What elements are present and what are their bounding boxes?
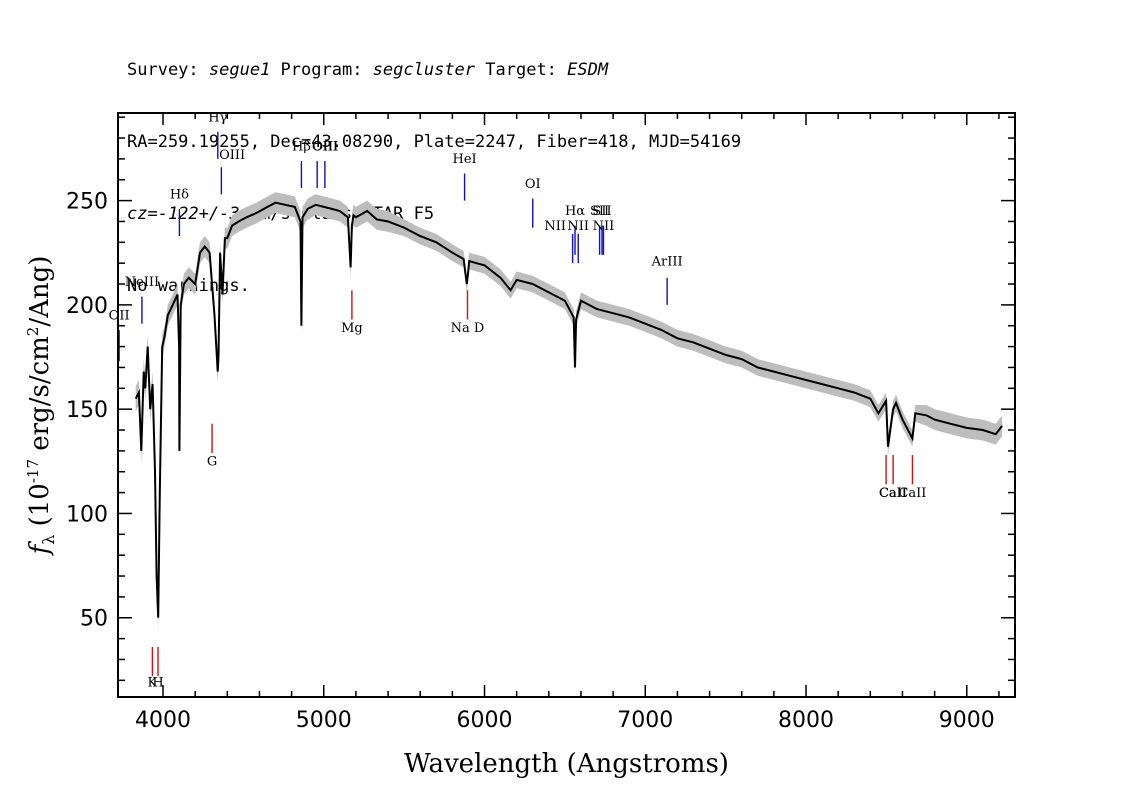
survey-value: segue1 (208, 60, 271, 80)
flux-line (134, 201, 1003, 618)
emission-line-label: Hδ (170, 188, 189, 203)
emission-line-label: OIII (312, 140, 338, 155)
plot-frame (117, 112, 1016, 698)
emission-line-label: SII (592, 204, 611, 219)
absorption-line-label: H (152, 676, 163, 691)
x-tick-label: 5000 (296, 708, 352, 733)
y-tick-label: 150 (66, 398, 108, 423)
emission-line-label: SII (590, 204, 609, 219)
absorption-line-label: Na D (451, 321, 485, 336)
emission-line-label: Hγ (208, 110, 227, 125)
emission-line-label: NII (567, 219, 589, 234)
absorption-line-label: Mg (341, 321, 363, 336)
emission-line-label: NeIII (125, 275, 159, 290)
program-label: Program: (270, 60, 373, 80)
x-tick-label: 4000 (135, 708, 191, 733)
y-axis-label-text: fλ (10-17 erg/s/cm2/Ang) (24, 256, 58, 557)
absorption-line-label: CaII (898, 486, 926, 501)
emission-line-label: HeI (452, 152, 476, 167)
x-tick-label: 7000 (617, 708, 673, 733)
emission-line-label: NII (593, 219, 615, 234)
axis-ticks: 4000 5000 6000 7000 8000 9000 50 100 150 200 250 (66, 113, 1015, 733)
flux-error-band (135, 192, 1003, 631)
flux-line-layer (134, 201, 1003, 618)
error-band-layer (135, 192, 1003, 631)
y-tick-label: 250 (66, 190, 108, 215)
y-tick-label: 50 (80, 607, 108, 632)
absorption-line-label: K (148, 676, 158, 691)
program-value: segcluster (372, 60, 476, 80)
emission-line-label: NII (544, 219, 566, 234)
emission-line-label: OI (525, 177, 541, 192)
header-line-1: Survey: segue1 Program: segcluster Targe… (127, 58, 741, 82)
emission-line-label: Hα (565, 204, 585, 219)
absorption-line-label: CaII (879, 486, 907, 501)
absorption-line-label: G (207, 454, 217, 469)
emission-line-label: OII (109, 308, 130, 323)
target-value: ESDM (567, 60, 609, 80)
y-tick-label: 100 (66, 502, 108, 527)
x-tick-label: 8000 (778, 708, 834, 733)
target-label: Target: (475, 60, 568, 80)
x-tick-label: 6000 (457, 708, 513, 733)
y-axis-label: fλ (10-17 erg/s/cm2/Ang) (24, 256, 58, 557)
emission-line-label: OIII (312, 140, 338, 155)
redshift-value: cz=-122+/-3 (127, 204, 240, 224)
absorption-line-label: CaII (879, 486, 907, 501)
header-line-4: No warnings. (127, 276, 250, 296)
y-tick-label: 200 (66, 294, 108, 319)
emission-line-label: Hβ (292, 140, 311, 155)
emission-line-label: ArIII (651, 254, 683, 269)
survey-label: Survey: (127, 60, 209, 80)
x-axis-label: Wavelength (Angstroms) (404, 749, 729, 779)
header-line-2: RA=259.19255, Dec=43.08290, Plate=2247, … (127, 132, 742, 152)
emission-line-label: OIII (219, 148, 245, 163)
x-tick-label: 9000 (939, 708, 995, 733)
